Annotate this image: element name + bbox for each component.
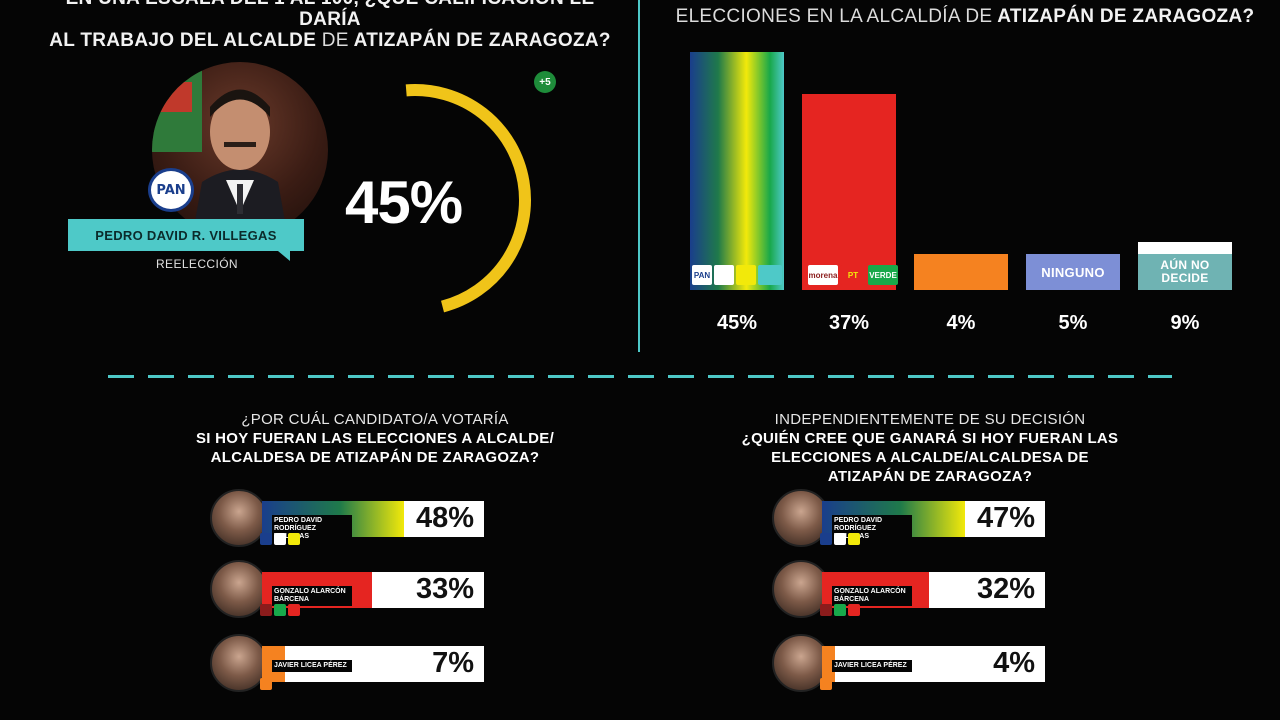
vbar-value-0: 45%	[716, 312, 758, 334]
horizontal-divider	[108, 375, 1172, 378]
vbar-3	[1026, 254, 1120, 290]
right-party-logo-1-0	[820, 604, 832, 616]
vbar-2	[914, 254, 1008, 290]
prd-logo-chip	[736, 265, 756, 285]
right-hbar-2	[822, 646, 836, 682]
pan-party-badge: PAN	[148, 168, 194, 212]
verde-logo-chip: VERDE	[868, 265, 898, 285]
left-party-logo-1-1	[274, 604, 286, 616]
candidate-portrait-icon	[152, 62, 288, 238]
candidate-name-tag: PEDRO DAVID R. VILLEGAS	[68, 219, 304, 251]
left-hbar-value-box-0	[404, 501, 484, 537]
score-gauge	[405, 84, 531, 313]
vertical-divider	[638, 0, 640, 352]
right-party-logo-0-0	[820, 533, 832, 545]
name-tag-tail	[278, 251, 290, 261]
morena-logo-chip: morena	[808, 265, 838, 285]
vbar-value-3: 5%	[1058, 312, 1088, 334]
right-hbar-value-box-0	[965, 501, 1045, 537]
left-party-logo-2-0	[260, 678, 272, 690]
right-hbar-value-box-1	[929, 572, 1045, 608]
bottom-left-heading: ¿POR CUÁL CANDIDATO/A VOTARÍA SI HOY FUE…	[110, 410, 640, 467]
bottom-right-line3: ELECCIONES A ALCALDE/ALCALDESA DE	[771, 449, 1089, 466]
left-candidate-photo-2	[210, 634, 268, 692]
left-hbar-pct-0: 48%	[415, 502, 474, 534]
right-candidate-name-2: JAVIER LICEA PÉREZ	[832, 660, 912, 672]
pt-logo-chip: PT	[840, 265, 866, 285]
vbar-value-1: 37%	[828, 312, 870, 334]
pan-logo-chip: PAN	[692, 265, 712, 285]
bottom-left-line3: ALCALDESA DE ATIZAPÁN DE ZARAGOZA?	[210, 449, 540, 466]
score-change-badge: +5	[534, 71, 556, 93]
left-party-logo-0-1	[274, 533, 286, 545]
vbar-text-3: NINGUNO	[1041, 264, 1105, 280]
gauge-arc	[405, 84, 531, 313]
left-party-logo-0-2	[288, 533, 300, 545]
right-party-logo-0-1	[834, 533, 846, 545]
vbar-0	[690, 52, 784, 290]
left-candidate-name-2: JAVIER LICEA PÉREZ	[272, 660, 352, 672]
top-left-heading-line2: AL TRABAJO DEL ALCALDE DE ATIZAPÁN DE ZA…	[49, 30, 611, 51]
right-party-logo-1-1	[834, 604, 846, 616]
right-candidate-name-1: GONZALO ALARCÓN BÁRCENA	[832, 586, 912, 606]
bottom-left-line1: ¿POR CUÁL CANDIDATO/A VOTARÍA	[241, 411, 509, 428]
pri-logo-chip	[714, 265, 734, 285]
vbar-1	[802, 94, 896, 290]
pvem-alt-logo-chip	[758, 265, 782, 285]
vbar-value-4: 9%	[1170, 312, 1200, 334]
top-right-heading: ELECCIONES EN LA ALCALDÍA DE ATIZAPÁN DE…	[675, 6, 1255, 27]
vbar-value-2: 4%	[946, 312, 976, 334]
right-hbar-pct-1: 32%	[976, 573, 1035, 605]
top-left-heading: EN UNA ESCALA DEL 1 AL 100, ¿QUÉ CALIFIC…	[40, 0, 620, 51]
left-party-logo-1-0	[260, 604, 272, 616]
vbar-text-4: AÚN NO DECIDE	[1138, 254, 1232, 290]
left-candidate-photo-1	[210, 560, 268, 618]
left-party-logo-1-2	[288, 604, 300, 616]
right-hbar-pct-0: 47%	[976, 502, 1035, 534]
left-hbar-pct-1: 33%	[415, 573, 474, 605]
bottom-right-line4: ATIZAPÁN DE ZARAGOZA?	[827, 468, 1033, 485]
left-hbar-pct-2: 7%	[432, 647, 474, 679]
candidate-photo	[152, 62, 328, 238]
bottom-left-line2: SI HOY FUERAN LAS ELECCIONES A ALCALDE/	[195, 430, 555, 447]
left-candidate-name-1: GONZALO ALARCÓN BÁRCENA	[272, 586, 352, 606]
right-party-logo-0-2	[848, 533, 860, 545]
right-party-logo-2-0	[820, 678, 832, 690]
left-hbar-value-box-1	[371, 572, 484, 608]
bottom-right-heading: INDEPENDIENTEMENTE DE SU DECISIÓN ¿QUIÉN…	[650, 410, 1210, 486]
left-party-logo-0-0	[260, 533, 272, 545]
right-hbar-pct-2: 4%	[993, 647, 1035, 679]
right-party-logo-1-2	[848, 604, 860, 616]
bottom-right-line1: INDEPENDIENTEMENTE DE SU DECISIÓN	[774, 411, 1086, 428]
bottom-right-line2: ¿QUIÉN CREE QUE GANARÁ SI HOY FUERAN LAS	[741, 430, 1119, 447]
candidate-subtitle: REELECCIÓN	[155, 257, 239, 271]
score-value: 45%	[345, 169, 463, 236]
top-left-heading-line1: EN UNA ESCALA DEL 1 AL 100, ¿QUÉ CALIFIC…	[66, 0, 595, 30]
